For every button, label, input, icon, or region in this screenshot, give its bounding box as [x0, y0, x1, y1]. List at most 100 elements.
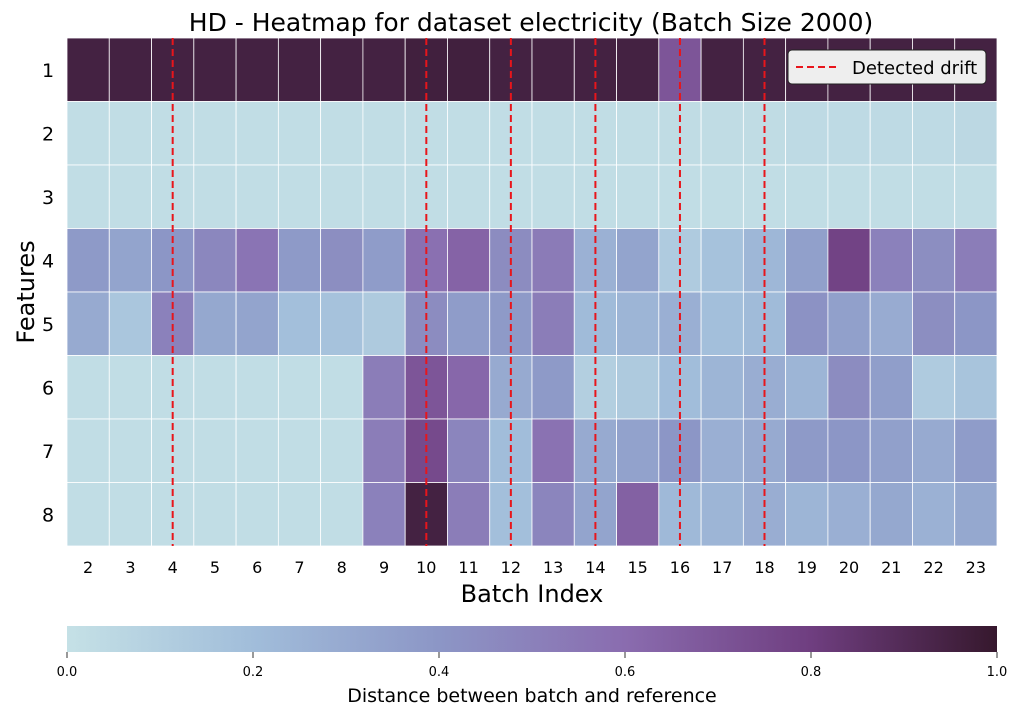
legend-label: Detected drift	[852, 58, 977, 79]
x-tick-label: 18	[754, 558, 774, 577]
heatmap-cell	[531, 418, 575, 483]
heatmap-cell	[954, 418, 998, 483]
y-tick-label: 7	[42, 441, 54, 463]
colorbar	[67, 626, 997, 652]
heatmap-cell	[531, 355, 575, 420]
colorbar-tick-label: 1.0	[987, 665, 1008, 680]
heatmap-cell	[277, 418, 322, 483]
y-axis-label: Features	[12, 240, 40, 343]
heatmap-cell	[912, 355, 956, 420]
heatmap-cell	[489, 37, 533, 102]
heatmap-cell	[193, 101, 237, 166]
heatmap-cell	[616, 291, 660, 356]
y-tick-label: 2	[42, 123, 54, 145]
heatmap-cell	[193, 291, 237, 356]
legend: Detected drift	[787, 49, 987, 85]
heatmap-cell	[700, 101, 744, 166]
heatmap-cell	[193, 164, 237, 229]
heatmap-cell	[573, 355, 617, 420]
heatmap-cell	[66, 355, 110, 420]
heatmap-cell	[362, 418, 406, 483]
heatmap-cell	[700, 482, 744, 547]
heatmap-cell	[869, 482, 913, 547]
heatmap-cell	[869, 291, 913, 356]
x-tick-label: 6	[252, 558, 262, 577]
y-tick-label: 3	[42, 187, 54, 209]
heatmap-cell	[108, 482, 152, 547]
heatmap-cell	[66, 37, 110, 102]
heatmap-cell	[531, 291, 575, 356]
heatmap-cell	[108, 291, 152, 356]
heatmap-cell	[785, 164, 829, 229]
heatmap-cell	[869, 355, 913, 420]
x-tick-label: 14	[585, 558, 605, 577]
heatmap-cell	[108, 37, 152, 102]
heatmap-cell	[658, 101, 702, 166]
heatmap-cell	[785, 482, 829, 547]
heatmap-cell	[616, 164, 660, 229]
heatmap-cell	[66, 101, 110, 166]
y-tick-labels: 1 2 3 4 5 6 7 8	[42, 60, 54, 527]
heatmap-cell	[827, 101, 871, 166]
heatmap-cell	[531, 482, 575, 547]
heatmap-cell	[108, 164, 152, 229]
heatmap-cell	[151, 101, 195, 166]
heatmap-cell	[827, 482, 871, 547]
heatmap-cell	[320, 418, 364, 483]
heatmap-cell	[869, 418, 913, 483]
heatmap-cell	[320, 228, 364, 293]
x-tick-label: 9	[379, 558, 389, 577]
heatmap-cell	[700, 228, 744, 293]
heatmap-cell	[869, 101, 913, 166]
heatmap-cell	[616, 37, 660, 102]
drift-lines	[171, 38, 766, 546]
heatmap-cell	[447, 482, 491, 547]
heatmap-cell	[616, 355, 660, 420]
heatmap-cell	[277, 101, 322, 166]
heatmap-cell	[489, 101, 533, 166]
heatmap-cell	[235, 291, 279, 356]
heatmap-cell	[912, 164, 956, 229]
heatmap-cell	[954, 355, 998, 420]
heatmap-cell	[66, 228, 110, 293]
heatmap-cell	[151, 37, 195, 102]
heatmap-cell	[193, 355, 237, 420]
colorbar-tick-label: 0.8	[801, 665, 822, 680]
heatmap-cell	[108, 228, 152, 293]
heatmap-cell	[362, 355, 406, 420]
heatmap-cell	[404, 101, 448, 166]
heatmap-cell	[742, 37, 787, 102]
heatmap-cell	[447, 164, 491, 229]
heatmap-cell	[658, 37, 702, 102]
heatmap-cell	[362, 37, 406, 102]
y-tick-label: 5	[42, 314, 54, 336]
heatmap-cell	[616, 101, 660, 166]
heatmap-cell	[785, 355, 829, 420]
heatmap-cell	[362, 164, 406, 229]
heatmap-cell	[235, 482, 279, 547]
heatmap-cell	[531, 228, 575, 293]
x-tick-label: 11	[458, 558, 478, 577]
heatmap-cell	[404, 291, 448, 356]
heatmap-cell	[954, 291, 998, 356]
colorbar-ticks: 0.0 0.2 0.4 0.6 0.8 1.0	[57, 652, 1008, 680]
heatmap-cell	[404, 37, 448, 102]
y-tick-label: 6	[42, 377, 54, 399]
heatmap-cell	[531, 101, 575, 166]
legend-box	[787, 49, 987, 85]
x-tick-label: 17	[712, 558, 732, 577]
heatmap-cell	[66, 164, 110, 229]
heatmap-cell	[193, 37, 237, 102]
x-tick-label: 13	[543, 558, 563, 577]
heatmap-cell	[277, 482, 322, 547]
heatmap-cell	[108, 355, 152, 420]
heatmap-cell	[785, 291, 829, 356]
heatmap-cell	[573, 101, 617, 166]
heatmap-cell	[66, 291, 110, 356]
heatmap-cell	[277, 37, 322, 102]
heatmap-cell	[447, 418, 491, 483]
heatmap-cell	[700, 355, 744, 420]
heatmap-cell	[700, 37, 744, 102]
x-tick-label: 12	[501, 558, 521, 577]
heatmap-cell	[827, 291, 871, 356]
